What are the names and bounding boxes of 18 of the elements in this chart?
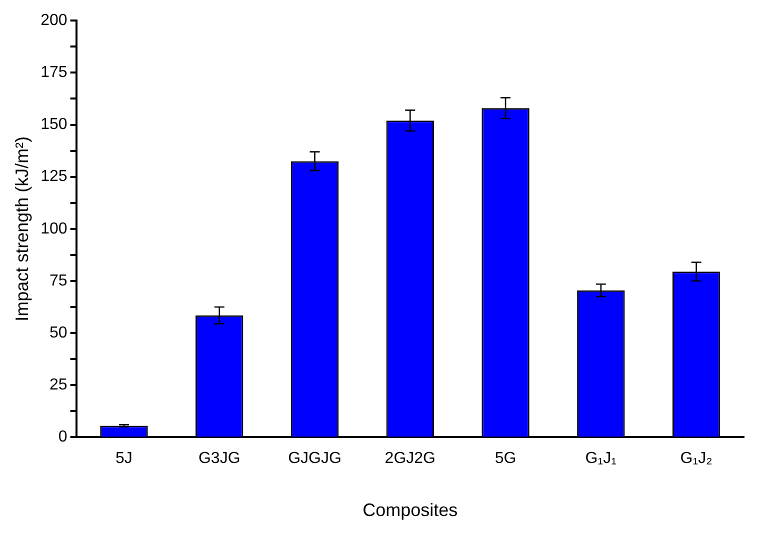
- x-tick-label: G₁J₂: [680, 450, 712, 468]
- y-axis-title: Impact strength (kJ/m²): [12, 136, 32, 322]
- y-tick-label: 50: [50, 324, 68, 342]
- x-tick-label: G₁J₁: [585, 450, 617, 468]
- x-tick-label: GJGJG: [288, 450, 342, 468]
- x-tick-label: 2GJ2G: [384, 450, 436, 468]
- y-tick-label: 200: [40, 12, 68, 30]
- y-tick-label: 0: [58, 428, 68, 446]
- y-tick-label: 150: [40, 116, 68, 134]
- y-tick-label: 175: [40, 64, 68, 82]
- x-tick-label: 5G: [494, 450, 516, 468]
- y-tick-label: 25: [50, 376, 68, 394]
- x-tick-label: 5J: [116, 450, 132, 468]
- y-tick-label: 75: [50, 272, 68, 290]
- x-tick-label: G3JG: [198, 450, 240, 468]
- x-axis-title: Composites: [362, 500, 458, 520]
- y-tick-label: 125: [40, 168, 68, 186]
- y-tick-label: 100: [40, 220, 68, 238]
